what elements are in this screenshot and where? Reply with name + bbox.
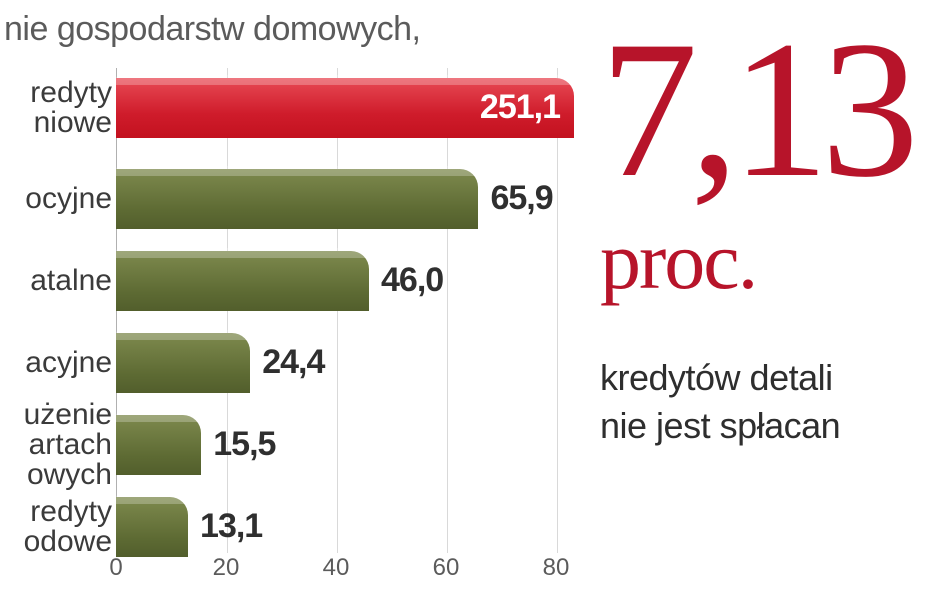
big-number-caption: kredytów detali nie jest spłacan <box>600 354 948 450</box>
category-label: użenieartachowych <box>0 400 112 490</box>
gridline <box>557 68 558 553</box>
chart-plot-area: 251,165,946,024,415,513,1 020406080 <box>116 68 576 578</box>
big-number-panel: 7,13 proc. kredytów detali nie jest spła… <box>600 30 948 450</box>
big-number-unit: proc. <box>600 214 948 308</box>
category-label: redytyodowe <box>0 497 112 557</box>
bar-chart: redytynioweocyjneatalneacyjneużenieartac… <box>0 68 580 578</box>
category-label: acyjne <box>0 348 112 378</box>
category-label-line: ocyjne <box>0 184 112 214</box>
bar-shape <box>116 497 188 557</box>
category-label-line: atalne <box>0 266 112 296</box>
category-label-line: użenie <box>0 400 112 430</box>
bar-value-label: 15,5 <box>213 425 275 464</box>
gridline <box>447 68 448 553</box>
category-label-line: acyjne <box>0 348 112 378</box>
category-label-line: redyty <box>0 78 112 108</box>
bar-value-label: 251,1 <box>480 88 560 127</box>
category-label: ocyjne <box>0 184 112 214</box>
category-label: atalne <box>0 266 112 296</box>
bar-value-label: 65,9 <box>490 179 552 218</box>
caption-line: kredytów detali <box>600 357 833 398</box>
big-number-value: 7,13 <box>600 30 948 190</box>
bar-value-label: 13,1 <box>200 507 262 546</box>
bar-shape: 251,1 <box>116 78 574 138</box>
category-label-line: redyty <box>0 497 112 527</box>
category-label-line: artach <box>0 430 112 460</box>
x-tick-label: 0 <box>109 554 122 582</box>
caption-line: nie jest spłacan <box>600 405 840 446</box>
infographic-root: nie gospodarstw domowych, redytynioweocy… <box>0 0 948 593</box>
bar-shape <box>116 333 250 393</box>
category-labels-column: redytynioweocyjneatalneacyjneużenieartac… <box>0 68 112 578</box>
x-tick-label: 60 <box>433 554 460 582</box>
category-label: redytyniowe <box>0 78 112 138</box>
bar-shape <box>116 251 369 311</box>
page-title: nie gospodarstw domowych, <box>0 10 544 49</box>
category-label-line: niowe <box>0 108 112 138</box>
x-tick-label: 80 <box>543 554 570 582</box>
bar-shape <box>116 415 201 475</box>
bar-value-label: 24,4 <box>262 343 324 382</box>
category-label-line: odowe <box>0 527 112 557</box>
x-tick-label: 20 <box>213 554 240 582</box>
bar-shape <box>116 169 478 229</box>
bar-value-label: 46,0 <box>381 261 443 300</box>
x-tick-label: 40 <box>323 554 350 582</box>
category-label-line: owych <box>0 460 112 490</box>
